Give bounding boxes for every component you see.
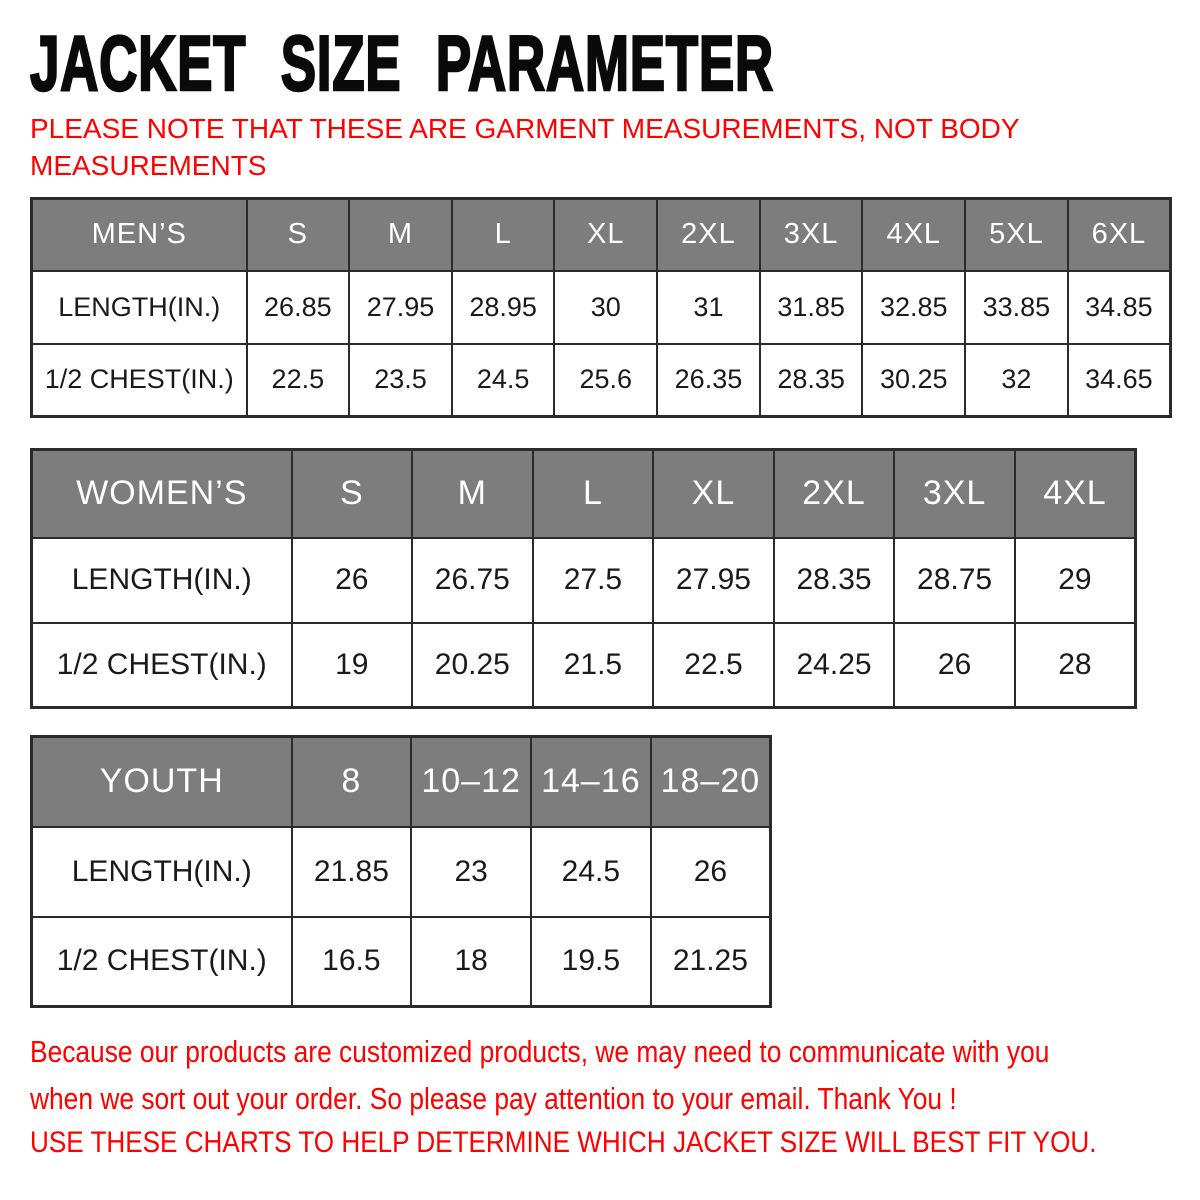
womens-measurement-cell: 26 bbox=[893, 621, 1016, 709]
mens-measurement-cell: 32.85 bbox=[861, 269, 967, 345]
youth-measurement-cell: 19.5 bbox=[530, 915, 652, 1008]
mens-measurement-cell: 22.5 bbox=[245, 342, 351, 418]
page-title: JACKET SIZE PARAMETER bbox=[29, 19, 1124, 107]
customization-notice-line-1: Because our products are customized prod… bbox=[30, 1034, 1050, 1069]
usage-instruction: USE THESE CHARTS TO HELP DETERMINE WHICH… bbox=[30, 1126, 1200, 1160]
mens-measurement-cell: 28.35 bbox=[758, 342, 864, 418]
womens-size-header-cell: 3XL bbox=[893, 448, 1016, 539]
youth-measurement-cell: 21.25 bbox=[649, 915, 772, 1008]
garment-note-line-2: MEASUREMENTS bbox=[30, 150, 267, 181]
youth-measurement-cell: 18 bbox=[410, 915, 532, 1008]
youth-measurement-cell: 24.5 bbox=[530, 825, 652, 918]
mens-size-header-cell: 4XL bbox=[861, 197, 967, 272]
mens-size-table: MEN’S S M L XL 2XL 3XL 4XL 5XL 6XL LENGTH(IN.) 26.8… bbox=[30, 197, 1172, 418]
womens-measurement-cell: 28.35 bbox=[772, 536, 896, 624]
mens-measurement-cell: 32 bbox=[964, 342, 1069, 418]
customization-notice-line-2: when we sort out your order. So please p… bbox=[30, 1081, 957, 1116]
garment-note-line-1: PLEASE NOTE THAT THESE ARE GARMENT MEASU… bbox=[30, 113, 1020, 144]
mens-measurement-cell: 30 bbox=[553, 269, 659, 345]
womens-size-header-cell: 4XL bbox=[1013, 448, 1137, 539]
mens-measurement-cell: 31 bbox=[656, 269, 761, 345]
mens-size-header-cell: 2XL bbox=[656, 197, 761, 272]
mens-size-header-cell: XL bbox=[553, 197, 659, 272]
womens-measurement-cell: 26 bbox=[290, 536, 414, 624]
mens-size-header-cell: 6XL bbox=[1066, 197, 1172, 272]
mens-measurement-cell: 24.5 bbox=[450, 342, 556, 418]
mens-size-header-cell: S bbox=[245, 197, 351, 272]
mens-measurement-cell: 23.5 bbox=[348, 342, 453, 418]
mens-measurement-cell: 30.25 bbox=[861, 342, 967, 418]
mens-measurement-cell: 26.35 bbox=[656, 342, 761, 418]
womens-measurement-cell: 26.75 bbox=[411, 536, 534, 624]
youth-row-label-cell: LENGTH(IN.) bbox=[30, 825, 293, 918]
womens-measurement-cell: 28 bbox=[1013, 621, 1137, 709]
mens-measurement-cell: 26.85 bbox=[245, 269, 351, 345]
womens-row-label-cell: LENGTH(IN.) bbox=[30, 536, 293, 624]
mens-measurement-cell: 34.85 bbox=[1066, 269, 1172, 345]
youth-size-header-cell: 10–12 bbox=[410, 735, 532, 828]
mens-size-header-cell: 5XL bbox=[964, 197, 1069, 272]
womens-measurement-cell: 21.5 bbox=[531, 621, 655, 709]
youth-measurement-cell: 23 bbox=[410, 825, 532, 918]
womens-size-table: WOMEN’S S M L XL 2XL 3XL 4XL LENGTH(IN.) 26 26.75 2… bbox=[30, 448, 1137, 709]
womens-measurement-cell: 19 bbox=[290, 621, 414, 709]
youth-measurement-cell: 16.5 bbox=[290, 915, 413, 1008]
mens-measurement-cell: 31.85 bbox=[758, 269, 864, 345]
youth-size-header-cell: 18–20 bbox=[649, 735, 772, 828]
womens-size-header-cell: S bbox=[290, 448, 414, 539]
youth-size-header-cell: 14–16 bbox=[530, 735, 652, 828]
womens-size-header-cell: M bbox=[411, 448, 534, 539]
youth-measurement-cell: 21.85 bbox=[290, 825, 413, 918]
garment-measurement-note: PLEASE NOTE THAT THESE ARE GARMENT MEASU… bbox=[30, 110, 1020, 184]
womens-measurement-cell: 22.5 bbox=[652, 621, 775, 709]
mens-measurement-cell: 25.6 bbox=[553, 342, 659, 418]
youth-size-table: YOUTH 8 10–12 14–16 18–20 LENGTH(IN.) 21.85 23 2… bbox=[30, 735, 772, 1008]
womens-row-label-cell: 1/2 CHEST(IN.) bbox=[30, 621, 293, 709]
mens-measurement-cell: 34.65 bbox=[1066, 342, 1172, 418]
womens-size-header-cell: XL bbox=[652, 448, 775, 539]
page-title-text: JACKET SIZE PARAMETER bbox=[29, 19, 774, 107]
mens-measurement-cell: 27.95 bbox=[348, 269, 453, 345]
mens-size-header-cell: L bbox=[450, 197, 556, 272]
womens-table-title-cell: WOMEN’S bbox=[30, 448, 293, 539]
youth-row-label-cell: 1/2 CHEST(IN.) bbox=[30, 915, 293, 1008]
mens-row-label-cell: 1/2 CHEST(IN.) bbox=[30, 342, 248, 418]
customization-notice: Because our products are customized prod… bbox=[30, 1028, 1200, 1122]
mens-table-title-cell: MEN’S bbox=[30, 197, 248, 272]
mens-measurement-cell: 33.85 bbox=[964, 269, 1069, 345]
usage-instruction-text: USE THESE CHARTS TO HELP DETERMINE WHICH… bbox=[30, 1126, 1097, 1159]
womens-measurement-cell: 20.25 bbox=[411, 621, 534, 709]
womens-measurement-cell: 24.25 bbox=[772, 621, 896, 709]
mens-measurement-cell: 28.95 bbox=[450, 269, 556, 345]
mens-size-header-cell: 3XL bbox=[758, 197, 864, 272]
womens-measurement-cell: 27.5 bbox=[531, 536, 655, 624]
mens-row-label-cell: LENGTH(IN.) bbox=[30, 269, 248, 345]
mens-size-header-cell: M bbox=[348, 197, 453, 272]
womens-size-header-cell: L bbox=[531, 448, 655, 539]
womens-measurement-cell: 29 bbox=[1013, 536, 1137, 624]
youth-measurement-cell: 26 bbox=[649, 825, 772, 918]
womens-measurement-cell: 27.95 bbox=[652, 536, 775, 624]
womens-measurement-cell: 28.75 bbox=[893, 536, 1016, 624]
youth-table-title-cell: YOUTH bbox=[30, 735, 293, 828]
youth-size-header-cell: 8 bbox=[290, 735, 413, 828]
womens-size-header-cell: 2XL bbox=[772, 448, 896, 539]
